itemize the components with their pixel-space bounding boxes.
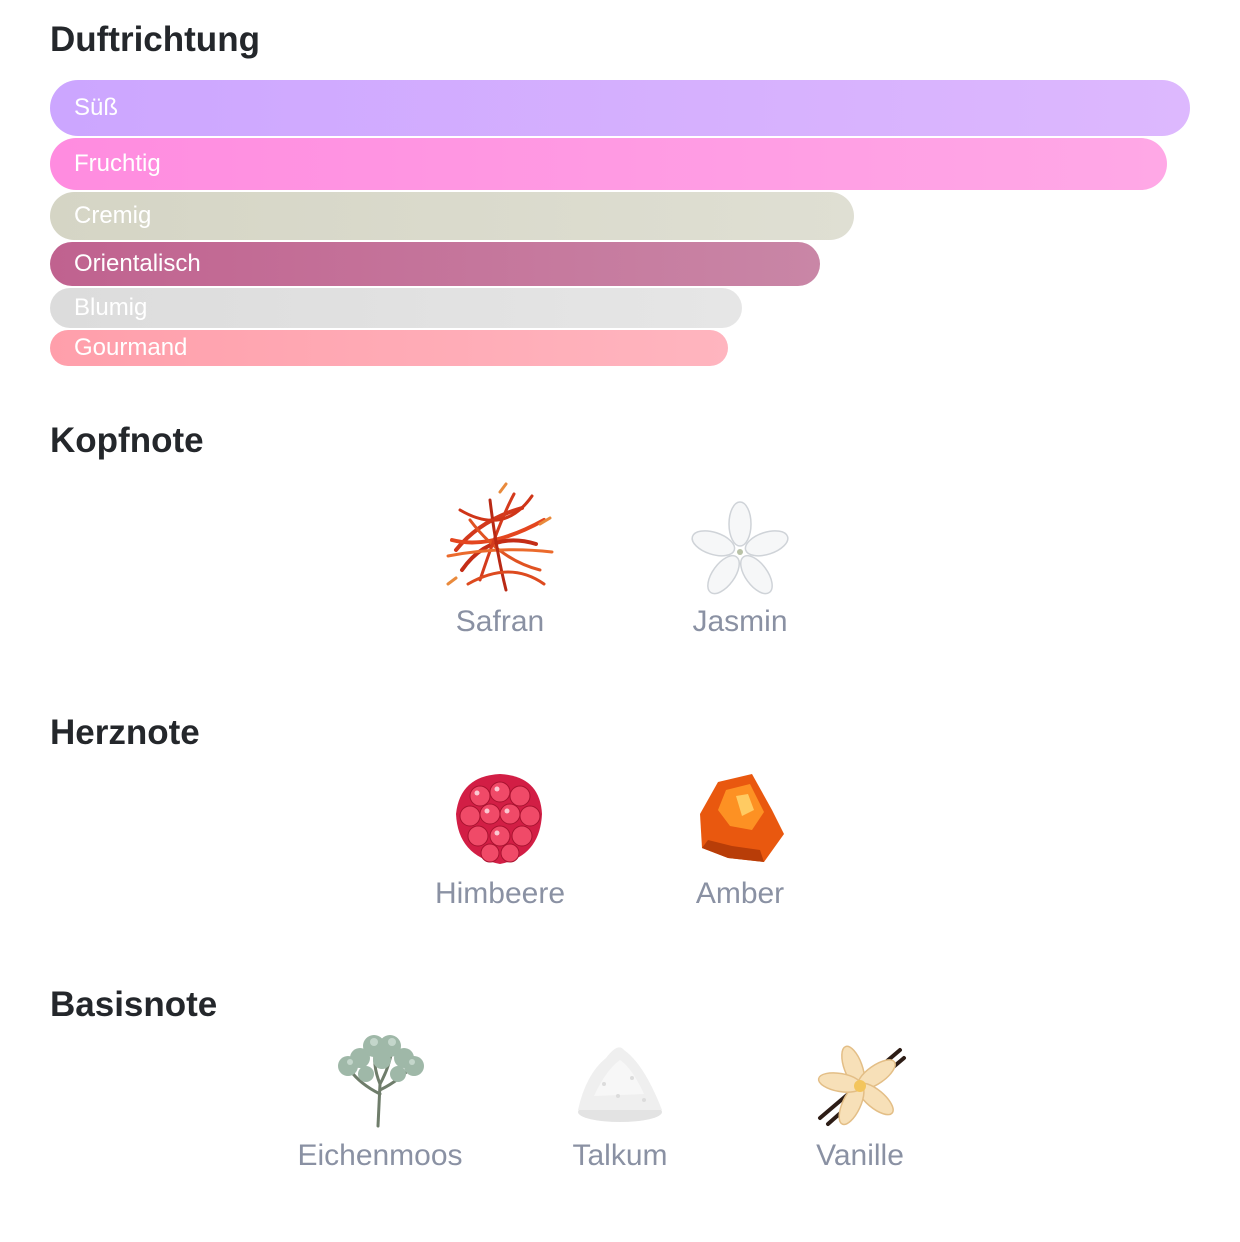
base-notes-list: Eichenmoos Talkum bbox=[0, 1014, 1240, 1184]
saffron-icon bbox=[446, 482, 554, 592]
accord-bar: Blumig bbox=[50, 288, 742, 328]
note-label: Safran bbox=[455, 605, 545, 638]
note-item[interactable]: Vanille bbox=[740, 1014, 980, 1173]
note-item[interactable]: Eichenmoos bbox=[260, 1014, 500, 1173]
top-notes-heading: Kopfnote bbox=[50, 421, 204, 460]
accord-bar: Gourmand bbox=[50, 330, 728, 366]
note-label: Jasmin bbox=[692, 605, 788, 638]
top-notes-list: Safran Jasmin bbox=[0, 480, 1240, 650]
heart-notes-heading: Herznote bbox=[50, 713, 200, 752]
amber-icon bbox=[700, 774, 784, 862]
base-notes-heading: Basisnote bbox=[50, 985, 218, 1024]
note-label: Vanille bbox=[816, 1139, 904, 1172]
note-item[interactable]: Jasmin bbox=[620, 480, 860, 639]
accords-heading: Duftrichtung bbox=[50, 20, 260, 59]
accord-label: Süß bbox=[74, 94, 119, 121]
note-label: Amber bbox=[695, 877, 785, 910]
accord-bar: Cremig bbox=[50, 192, 854, 240]
accord-label: Gourmand bbox=[74, 334, 188, 361]
note-item[interactable]: Himbeere bbox=[380, 752, 620, 911]
accord-bar: Fruchtig bbox=[50, 138, 1167, 190]
note-label: Eichenmoos bbox=[297, 1139, 463, 1172]
accord-label: Cremig bbox=[74, 202, 152, 229]
note-item[interactable]: Amber bbox=[620, 752, 860, 911]
note-item[interactable]: Talkum bbox=[500, 1014, 740, 1173]
vanilla-icon bbox=[817, 1045, 906, 1126]
accord-bar: Süß bbox=[50, 80, 1190, 136]
oakmoss-icon bbox=[338, 1035, 424, 1128]
note-item[interactable]: Safran bbox=[380, 480, 620, 639]
note-label: Himbeere bbox=[434, 877, 566, 910]
note-label: Talkum bbox=[572, 1139, 668, 1172]
talc-icon bbox=[578, 1047, 662, 1122]
accord-label: Blumig bbox=[74, 294, 148, 321]
accord-label: Fruchtig bbox=[74, 150, 161, 177]
accord-bar: Orientalisch bbox=[50, 242, 820, 286]
jasmine-icon bbox=[691, 501, 789, 595]
accord-label: Orientalisch bbox=[74, 250, 201, 277]
heart-notes-list: Himbeere Amber bbox=[0, 752, 1240, 922]
raspberry-icon bbox=[456, 774, 542, 864]
